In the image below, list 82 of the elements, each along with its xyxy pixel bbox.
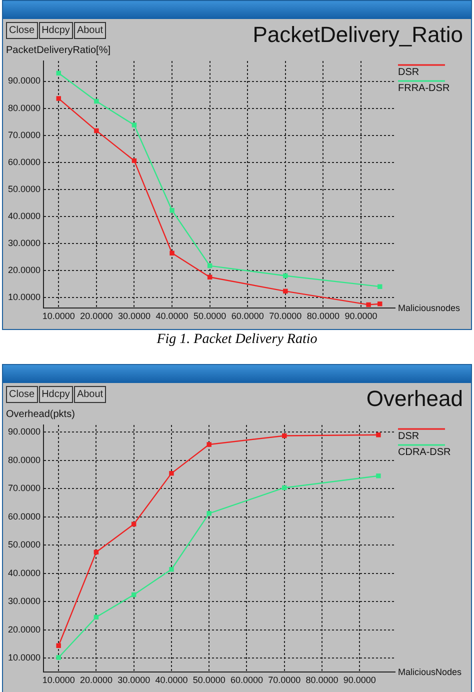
point xyxy=(376,432,381,438)
point xyxy=(282,433,287,438)
point xyxy=(207,274,212,280)
y-tick-label: 80.0000 xyxy=(8,102,41,113)
point xyxy=(131,522,136,527)
y-tick-label: 60.0000 xyxy=(8,156,41,167)
legend-label: DSR xyxy=(398,66,420,78)
y-axis-title: Overhead(pkts) xyxy=(6,408,75,420)
point xyxy=(94,98,99,104)
point xyxy=(132,158,137,164)
y-tick-label: 30.0000 xyxy=(8,238,41,248)
text: Close xyxy=(6,386,38,403)
point xyxy=(170,250,174,256)
point xyxy=(94,128,99,134)
y-tick-label: 90.0000 xyxy=(8,76,41,86)
x-axis-title: MaliciousNodes xyxy=(398,667,462,678)
y-axis-title: PacketDeliveryRatio[%] xyxy=(6,44,111,56)
y-tick-label: 50.0000 xyxy=(8,540,41,550)
x-tick-label: 60.0000 xyxy=(231,311,264,322)
legend-label: FRRA-DSR xyxy=(398,82,450,94)
x-tick-label: 60.0000 xyxy=(230,675,264,686)
x-tick-label: 70.0000 xyxy=(268,675,301,686)
point xyxy=(282,485,287,490)
y-tick-label: 10.0000 xyxy=(8,652,41,663)
x-tick-label: 40.0000 xyxy=(155,675,188,686)
text: Hdcpy xyxy=(38,386,73,403)
y-tick-label: 60.0000 xyxy=(8,511,41,522)
x-tick-label: 50.0000 xyxy=(194,311,226,322)
point xyxy=(170,208,174,213)
point xyxy=(206,511,212,516)
x-tick-label: 80.0000 xyxy=(306,311,340,322)
x-tick-label: 10.0000 xyxy=(42,311,75,322)
x-tick-label: 40.0000 xyxy=(156,311,188,322)
point xyxy=(56,643,61,648)
chart-title: PacketDelivery_Ratio xyxy=(252,22,463,48)
x-tick-label: 70.0000 xyxy=(269,311,302,322)
x-tick-label: 80.0000 xyxy=(306,675,338,686)
x-tick-label: 10.0000 xyxy=(42,675,75,686)
x-tick-label: 90.0000 xyxy=(343,675,376,686)
x-tick-label: 50.0000 xyxy=(192,675,226,686)
point xyxy=(283,288,288,294)
point xyxy=(366,302,371,308)
legend-label: CDRA-DSR xyxy=(398,446,451,458)
point xyxy=(132,122,137,128)
point xyxy=(169,566,174,572)
point xyxy=(94,614,99,620)
point xyxy=(169,470,174,476)
x-tick-label: 30.0000 xyxy=(118,675,150,686)
y-tick-label: 40.0000 xyxy=(8,568,41,578)
point xyxy=(207,263,212,268)
y-tick-label: 70.0000 xyxy=(8,130,41,140)
x-tick-label: 90.0000 xyxy=(344,311,378,322)
y-tick-label: 50.0000 xyxy=(8,184,41,194)
x-tick-label: 20.0000 xyxy=(80,675,112,686)
text: Close xyxy=(6,22,38,39)
y-tick-label: 30.0000 xyxy=(8,596,41,606)
text: About xyxy=(74,22,106,39)
point xyxy=(283,273,288,278)
x-axis-title: Maliciousnodes xyxy=(398,303,461,314)
point xyxy=(206,442,212,447)
text: About xyxy=(74,386,106,403)
point xyxy=(378,302,382,306)
point xyxy=(131,592,136,598)
point xyxy=(56,70,62,76)
point xyxy=(94,550,99,554)
x-tick-label: 20.0000 xyxy=(80,311,113,322)
y-tick-label: 10.0000 xyxy=(8,292,41,302)
y-tick-label: 70.0000 xyxy=(8,483,41,494)
text: Hdcpy xyxy=(38,22,73,39)
legend-label: DSR xyxy=(398,430,420,442)
chart-title: Overhead xyxy=(366,386,463,412)
y-tick-label: 40.0000 xyxy=(8,210,41,221)
point xyxy=(378,284,382,289)
y-tick-label: 20.0000 xyxy=(8,624,41,634)
y-tick-label: 80.0000 xyxy=(8,454,41,465)
caption: Fig 1. Packet Delivery Ratio xyxy=(156,332,318,348)
y-tick-label: 20.0000 xyxy=(8,264,41,275)
x-tick-label: 30.0000 xyxy=(118,311,151,322)
point xyxy=(56,96,62,101)
point xyxy=(376,473,381,478)
y-tick-label: 90.0000 xyxy=(8,426,41,437)
point xyxy=(56,655,61,660)
